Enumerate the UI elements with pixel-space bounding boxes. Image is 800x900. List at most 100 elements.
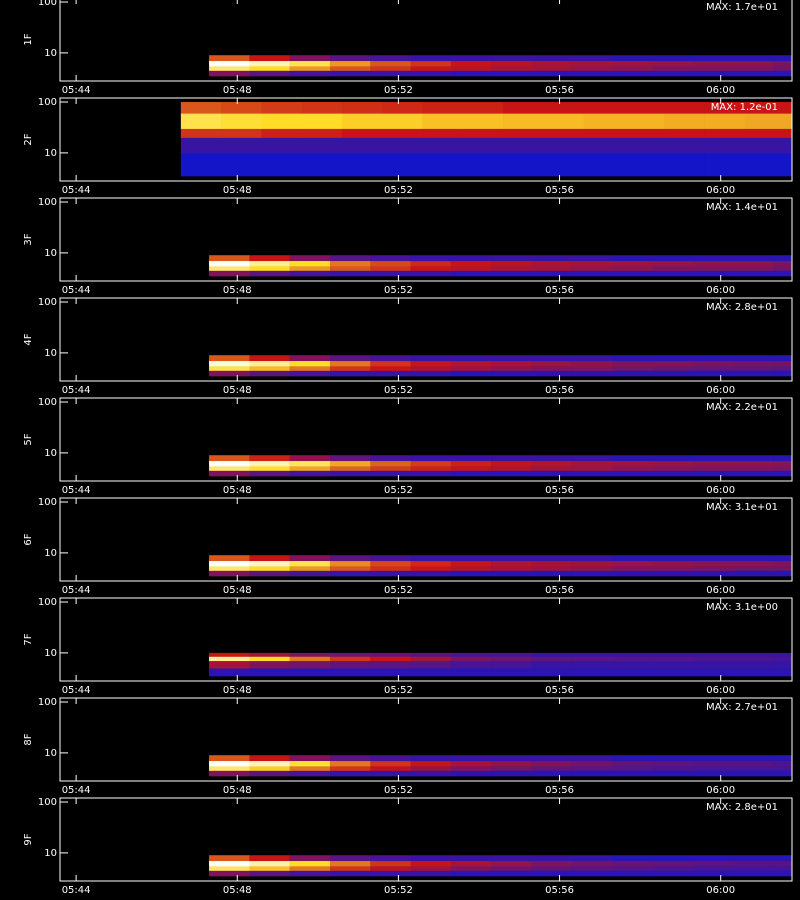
cell (503, 102, 544, 114)
cell (342, 137, 383, 154)
cell (652, 355, 693, 362)
cell (583, 152, 625, 177)
cell (571, 755, 613, 762)
cell (249, 870, 290, 877)
cell (652, 755, 693, 762)
cell (611, 560, 653, 567)
cell (491, 70, 532, 77)
cell (611, 55, 653, 62)
cell (382, 137, 423, 154)
x-tick-label: 05:48 (223, 185, 252, 196)
cell (732, 360, 774, 367)
y-tick-label: 10 (44, 348, 57, 359)
cell (773, 355, 793, 362)
cell (692, 570, 734, 577)
cell (692, 460, 734, 467)
cell (249, 660, 290, 669)
cell (209, 570, 250, 577)
cell (289, 566, 331, 571)
cell (209, 66, 250, 71)
y-tick-label: 10 (44, 648, 57, 659)
y-tick-label: 10 (44, 848, 57, 859)
cell (249, 855, 290, 862)
cell (611, 766, 653, 771)
cell (531, 555, 572, 562)
cell (652, 766, 693, 771)
cell (410, 370, 452, 377)
cell (329, 766, 371, 771)
cell (370, 760, 411, 767)
cell (491, 560, 532, 567)
x-tick-label: 05:56 (545, 685, 574, 696)
cell (370, 466, 411, 471)
cell (329, 668, 371, 677)
cell (209, 656, 250, 662)
cell (773, 460, 793, 467)
cell (450, 66, 492, 71)
cell (571, 470, 613, 477)
cell (611, 660, 653, 669)
cell (571, 260, 613, 267)
cell (491, 260, 532, 267)
cell (491, 656, 532, 662)
cell (571, 766, 613, 771)
max-annotation: MAX: 1.7e+01 (706, 2, 778, 13)
cell (732, 668, 774, 677)
cell (289, 55, 331, 62)
cell (209, 766, 250, 771)
cell (370, 370, 411, 377)
cell (209, 370, 250, 377)
cell (301, 152, 343, 177)
cell (450, 360, 492, 367)
cell (503, 152, 544, 177)
cell (491, 755, 532, 762)
cell (249, 360, 290, 367)
cell (410, 660, 452, 669)
cell (410, 770, 452, 777)
axes-frame (59, 0, 793, 82)
x-tick-label: 05:44 (62, 885, 91, 896)
cell (370, 460, 411, 467)
cell (531, 60, 572, 67)
max-annotation: MAX: 2.8e+01 (706, 302, 778, 313)
y-tick-label: 10 (44, 548, 57, 559)
cell (370, 266, 411, 271)
cell (249, 656, 290, 662)
cell (209, 560, 250, 567)
cell (370, 656, 411, 662)
cell (692, 70, 734, 77)
cell (450, 870, 492, 877)
cell (652, 266, 693, 271)
cell (732, 55, 774, 62)
cell (370, 360, 411, 367)
cell (209, 260, 250, 267)
cell (611, 555, 653, 562)
cell (611, 66, 653, 71)
cell (261, 128, 303, 138)
cell (692, 466, 734, 471)
cell (571, 560, 613, 567)
cell (692, 355, 734, 362)
cell (450, 560, 492, 567)
cell (370, 270, 411, 277)
cell (773, 470, 793, 477)
cell (370, 668, 411, 677)
y-tick-label: 10 (44, 248, 57, 259)
cell (611, 466, 653, 471)
x-tick-label: 05:44 (62, 685, 91, 696)
cell (583, 102, 625, 114)
axes-frame (59, 697, 793, 782)
cell (450, 370, 492, 377)
cell (209, 755, 250, 762)
x-tick-label: 05:48 (223, 785, 252, 796)
cell (249, 255, 290, 262)
x-tick-label: 05:48 (223, 385, 252, 396)
cell (732, 260, 774, 267)
cell (624, 128, 665, 138)
cell (732, 466, 774, 471)
cell (531, 755, 572, 762)
x-tick-label: 05:52 (384, 785, 413, 796)
cell (531, 370, 572, 377)
cell (329, 860, 371, 867)
x-tick-label: 05:44 (62, 85, 91, 96)
